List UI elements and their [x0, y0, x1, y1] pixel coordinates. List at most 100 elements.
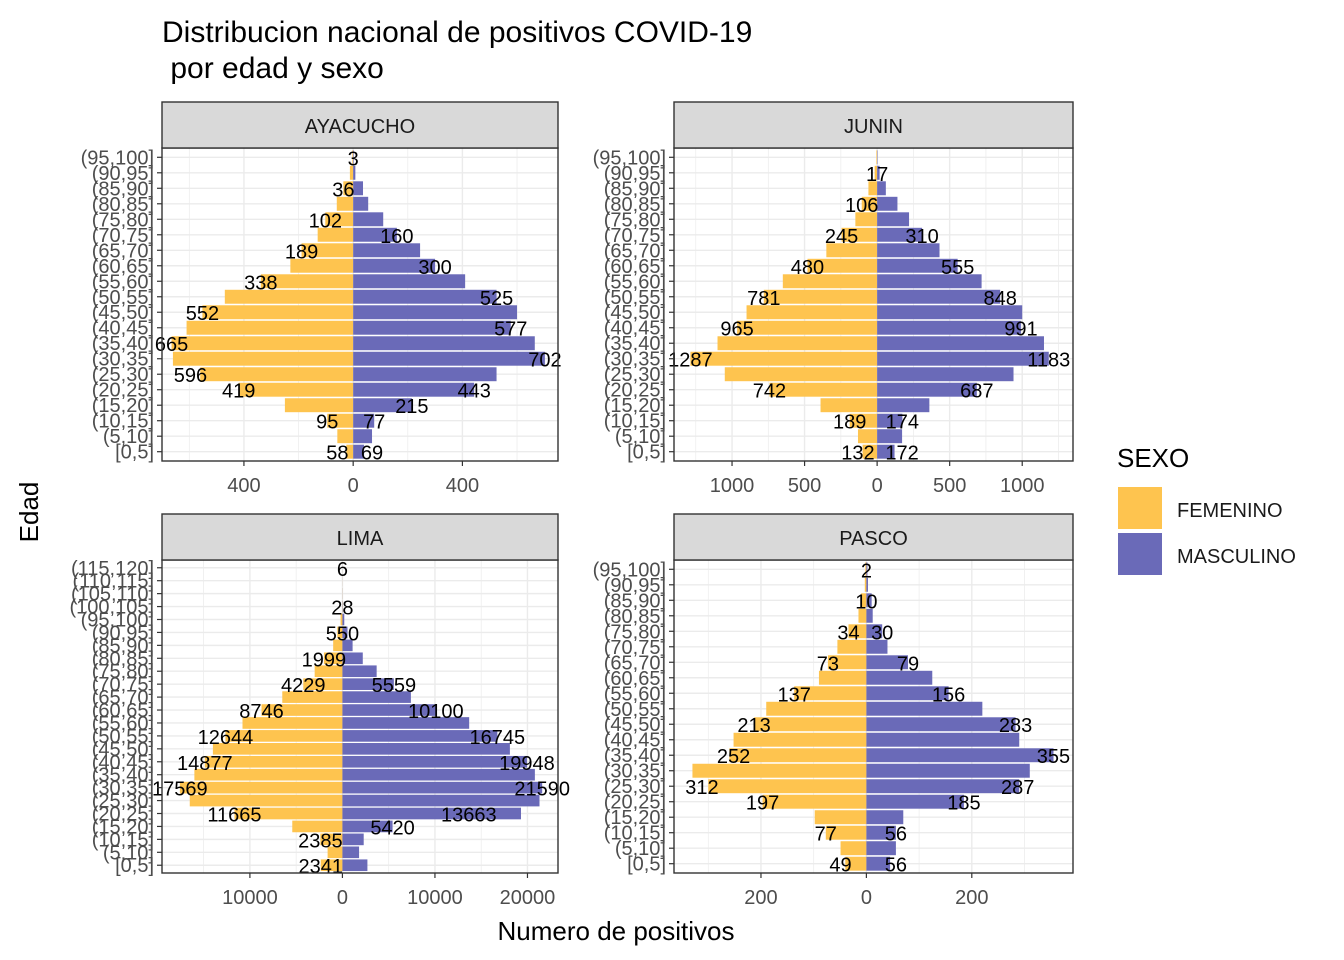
ayacucho-bar-masculino — [353, 367, 497, 382]
junin-bar-label: 781 — [747, 288, 780, 310]
pasco-ytick-label: (95,100] — [593, 559, 666, 581]
ayacucho-ytick-label: (5,10] — [103, 426, 154, 448]
junin-ytick-label: (50,55] — [604, 287, 666, 309]
junin-bar-label: 965 — [720, 319, 753, 341]
legend-label-femenino: FEMENINO — [1177, 500, 1283, 522]
lima-bar-masculino — [342, 678, 394, 690]
lima-ytick-label: (100,105] — [69, 597, 154, 619]
lima-bar-femenino — [323, 652, 343, 665]
junin-bar-masculino — [877, 444, 895, 459]
pasco-ytick-label: (85,90] — [604, 590, 666, 612]
junin-ytick-label: (20,25] — [604, 380, 666, 402]
junin-bar-femenino — [820, 398, 878, 413]
ayacucho-bar-masculino — [353, 181, 364, 196]
ayacucho-bar-femenino — [260, 274, 354, 289]
junin-bar-femenino — [849, 413, 878, 428]
pasco-ytick-label: (5,10] — [615, 838, 666, 860]
ayacucho-ytick-label: (10,15] — [92, 411, 154, 433]
ayacucho-bar-femenino — [325, 212, 354, 227]
junin-ytick-label: (65,70] — [604, 240, 666, 262]
pasco-bar-femenino — [766, 701, 867, 716]
junin-bar-masculino — [877, 212, 910, 227]
pasco-bar-masculino — [866, 748, 1054, 763]
ayacucho-ytick-label: (15,20] — [92, 395, 154, 417]
pasco-bar-femenino — [840, 841, 867, 856]
junin-bar-label: 174 — [886, 412, 919, 434]
ayacucho-ytick-label: [0,5] — [115, 442, 154, 464]
pasco-bar-femenino — [861, 593, 867, 608]
pasco-bar-label: 312 — [685, 777, 718, 799]
pasco-bar-femenino — [814, 810, 867, 825]
lima-ytick-label: (40,45] — [92, 752, 154, 774]
junin-bar-masculino — [877, 274, 982, 289]
legend-key-masculino — [1118, 533, 1162, 575]
pasco-ytick-label: (90,95] — [604, 575, 666, 597]
ayacucho-bar-masculino — [353, 413, 375, 428]
lima-bar-masculino — [342, 846, 360, 859]
lima-bar-label: 8746 — [239, 701, 284, 723]
lima-bar-masculino — [342, 859, 368, 872]
ayacucho-ytick-label: (25,30] — [92, 364, 154, 386]
lima-ytick-label: (5,10] — [103, 842, 154, 864]
junin-bar-label: 1287 — [668, 350, 713, 372]
pasco-bar-label: 156 — [932, 684, 965, 706]
junin-bar-label: 310 — [905, 226, 938, 248]
junin-bar-label: 848 — [983, 288, 1016, 310]
lima-bar-femenino — [194, 768, 343, 781]
ayacucho-bar-label: 102 — [309, 210, 342, 232]
lima-bar-label: 10100 — [408, 701, 464, 723]
ayacucho-bar-label: 95 — [316, 412, 338, 434]
ayacucho-bar-label: 160 — [380, 226, 413, 248]
junin-ytick-label: (30,35] — [604, 349, 666, 371]
ayacucho-bar-femenino — [284, 398, 354, 413]
lima-bar-label: 14877 — [177, 753, 233, 775]
ayacucho-bar-label: 77 — [363, 412, 385, 434]
pasco-bar-femenino — [864, 577, 867, 592]
junin-bar-label: 555 — [941, 257, 974, 279]
pasco-bar-femenino — [837, 639, 867, 654]
ayacucho-bar-femenino — [352, 150, 354, 165]
lima-bar-masculino — [342, 755, 527, 768]
junin-ytick-label: (85,90] — [604, 178, 666, 200]
lima-bar-masculino — [342, 665, 377, 678]
pasco-ytick-label: (50,55] — [604, 699, 666, 721]
lima-bar-label: 5420 — [370, 817, 415, 839]
pasco-ytick-label: (60,65] — [604, 668, 666, 690]
ayacucho-ytick-label: (30,35] — [92, 349, 154, 371]
junin-ytick-label: (15,20] — [604, 395, 666, 417]
pasco-xtick-label: 0 — [861, 887, 872, 909]
junin-ytick-label: (45,50] — [604, 302, 666, 324]
ayacucho-ytick-label: (55,60] — [92, 271, 154, 293]
lima-bar-masculino — [342, 717, 470, 729]
ayacucho-ytick-label: (35,40] — [92, 333, 154, 355]
pasco-bar-femenino — [848, 624, 867, 639]
lima-bar-femenino — [292, 820, 343, 833]
pasco-ytick-label: [0,5] — [627, 854, 666, 876]
junin-bar-femenino — [874, 165, 878, 180]
lima-ytick-label: (80,85] — [92, 648, 154, 670]
junin-ytick-label: (70,75] — [604, 225, 666, 247]
junin-bar-masculino — [877, 398, 930, 413]
junin-bar-femenino — [841, 227, 878, 242]
lima-bar-label: 13663 — [441, 805, 497, 827]
pasco-bar-label: 355 — [1037, 746, 1070, 768]
chart-title-line2: por edad y sexo — [162, 52, 384, 85]
pasco-bar-label: 283 — [999, 715, 1032, 737]
ayacucho-ytick-label: (50,55] — [92, 287, 154, 309]
lima-ytick-label: (70,75] — [92, 674, 154, 696]
lima-bar-femenino — [337, 626, 343, 639]
junin-ytick-label: [0,5] — [627, 442, 666, 464]
pasco-bar-masculino — [866, 577, 868, 592]
pasco-bar-label: 34 — [837, 622, 859, 644]
junin-bar-label: 742 — [753, 381, 786, 403]
pasco-bar-label: 185 — [947, 793, 980, 815]
ayacucho-bar-label: 596 — [174, 365, 207, 387]
junin-bar-femenino — [763, 289, 878, 304]
junin-bar-femenino — [862, 444, 878, 459]
ayacucho-bar-masculino — [353, 320, 511, 335]
lima-ytick-label: [0,5] — [115, 855, 154, 877]
ayacucho-bar-masculino — [353, 305, 518, 320]
lima-ytick-label: (75,80] — [92, 661, 154, 683]
lima-ytick-label: (85,90] — [92, 635, 154, 657]
lima-bar-label: 16745 — [470, 727, 526, 749]
